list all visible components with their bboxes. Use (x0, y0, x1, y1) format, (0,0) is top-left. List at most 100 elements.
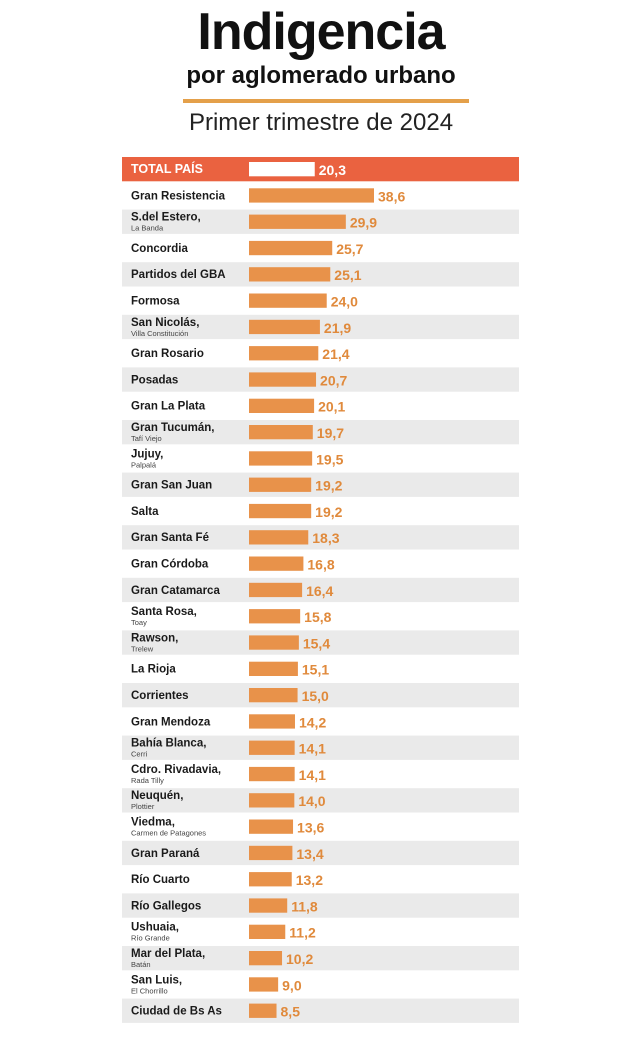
row-background (122, 683, 519, 708)
bar (249, 214, 346, 229)
category-label: Río Cuarto (131, 874, 190, 886)
row-background (122, 472, 519, 497)
category-sublabel: Tafí Viejo (131, 434, 162, 443)
category-label: S.del Estero, (131, 212, 201, 224)
bar (249, 162, 315, 177)
category-sublabel: El Chorrillo (131, 986, 168, 995)
bar (249, 240, 333, 256)
value-label: 19,2 (315, 478, 342, 494)
category-label: Gran Catamarca (131, 585, 220, 597)
category-label: Gran Tucumán, (131, 422, 215, 434)
bar (249, 845, 293, 861)
total-row-background (122, 157, 519, 182)
category-label: Gran La Plata (131, 401, 206, 413)
category-sublabel: Batán (131, 960, 151, 969)
category-label: Concordia (131, 243, 188, 255)
value-label: 14,1 (299, 767, 326, 783)
category-sublabel: Carmen de Patagones (131, 829, 206, 838)
value-label: 13,4 (296, 846, 323, 862)
value-label: 14,2 (299, 714, 326, 730)
value-label: 20,3 (319, 162, 346, 178)
value-label: 8,5 (281, 1004, 301, 1020)
category-sublabel: Plottier (131, 802, 155, 811)
category-label: Salta (131, 506, 159, 518)
bar (249, 872, 292, 887)
value-label: 25,1 (334, 267, 361, 283)
category-sublabel: Río Grande (131, 934, 170, 943)
category-label: Formosa (131, 296, 180, 308)
bar (249, 714, 295, 729)
value-label: 19,2 (315, 504, 342, 520)
bar (249, 977, 279, 992)
bar (249, 503, 312, 519)
bar (249, 951, 283, 966)
value-label: 9,0 (282, 977, 302, 993)
category-label: TOTAL PAÍS (131, 161, 203, 176)
value-label: 29,9 (350, 215, 377, 231)
value-label: 24,0 (331, 294, 358, 310)
row-background (122, 788, 519, 813)
bar (249, 293, 327, 308)
bar (249, 556, 304, 571)
bar (249, 425, 313, 440)
category-sublabel: Villa Constitución (131, 329, 188, 338)
category-sublabel: Toay (131, 618, 147, 627)
bar (249, 372, 317, 387)
category-label: Santa Rosa, (131, 606, 197, 618)
row-background (122, 840, 519, 866)
value-label: 20,7 (320, 372, 347, 388)
category-label: Gran Resistencia (131, 190, 226, 202)
chart-period: Primer trimestre de 2024 (188, 109, 454, 136)
bar (249, 609, 301, 624)
value-label: 11,2 (289, 925, 316, 941)
value-label: 19,5 (316, 451, 343, 467)
category-label: Gran Paraná (131, 848, 200, 860)
category-label: Viedma, (131, 817, 175, 829)
category-label: Gran Mendoza (131, 716, 211, 728)
value-label: 19,7 (317, 425, 344, 441)
value-label: 10,2 (286, 951, 313, 967)
value-label: 21,9 (324, 320, 351, 336)
category-label: Partidos del GBA (131, 269, 226, 281)
value-label: 14,0 (298, 793, 325, 809)
value-label: 13,6 (297, 820, 324, 836)
row-background (122, 525, 519, 550)
title-divider (183, 99, 469, 103)
row-background (122, 998, 519, 1023)
bar (249, 477, 312, 492)
bar (249, 451, 313, 466)
bar (249, 398, 315, 413)
chart-subtitle: por aglomerado urbano (186, 62, 456, 89)
category-sublabel: Cerri (131, 750, 148, 759)
bar (249, 740, 295, 755)
value-label: 25,7 (336, 241, 363, 257)
bar (249, 319, 320, 335)
value-label: 13,2 (296, 872, 323, 888)
row-background (122, 367, 519, 392)
value-label: 15,1 (302, 662, 329, 678)
bar (249, 688, 298, 703)
chart-title: Indigencia (197, 3, 445, 61)
value-label: 15,4 (303, 635, 330, 651)
bar (249, 635, 299, 650)
category-label: Corrientes (131, 690, 189, 702)
row-background (122, 314, 519, 340)
bar (249, 188, 374, 203)
bar (249, 582, 303, 598)
value-label: 16,8 (307, 557, 334, 573)
value-label: 21,4 (322, 346, 349, 362)
category-label: Jujuy, (131, 448, 163, 460)
category-label: La Rioja (131, 664, 176, 676)
value-label: 16,4 (306, 583, 333, 599)
category-label: Bahía Blanca, (131, 738, 206, 750)
value-label: 38,6 (378, 188, 405, 204)
category-label: San Luis, (131, 974, 182, 986)
value-label: 15,8 (304, 609, 331, 625)
value-label: 14,1 (299, 741, 326, 757)
row-background (122, 735, 519, 760)
category-label: San Nicolás, (131, 317, 199, 329)
bar (249, 766, 295, 782)
category-label: Gran San Juan (131, 480, 212, 492)
bar (249, 898, 288, 913)
